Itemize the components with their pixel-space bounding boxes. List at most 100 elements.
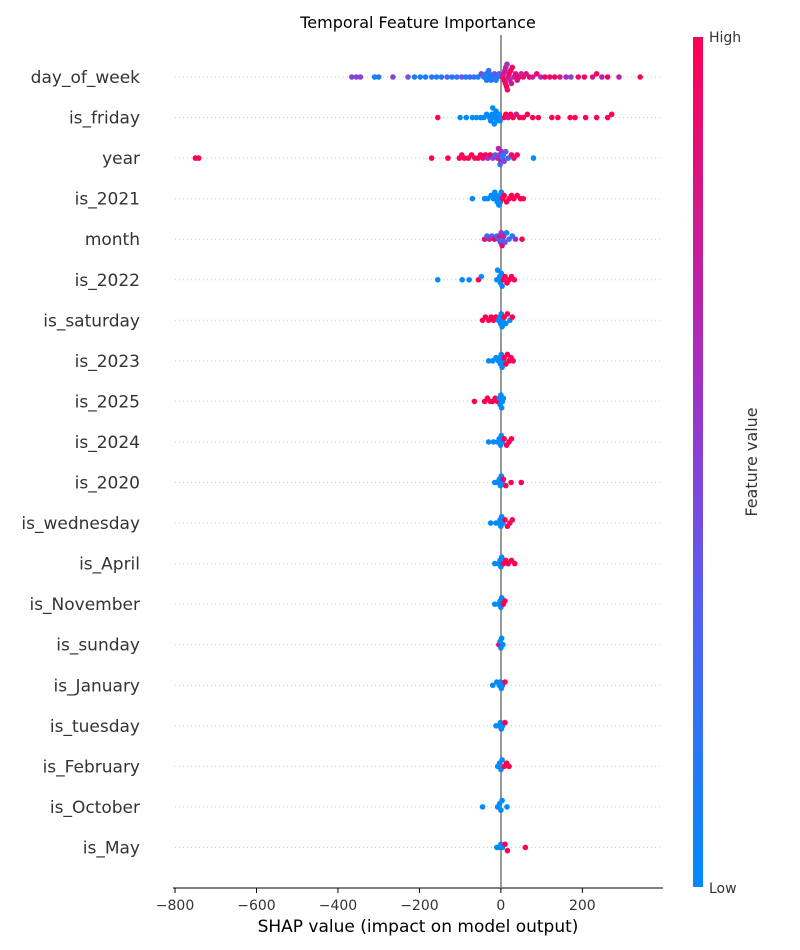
- feature-label: is_2022: [75, 271, 140, 291]
- feature-label: is_saturday: [43, 311, 140, 331]
- shap-point: [519, 236, 525, 242]
- dots: [192, 61, 643, 854]
- x-tick-label: 0: [496, 898, 505, 914]
- x-axis-label: SHAP value (impact on model output): [258, 917, 579, 937]
- shap-point: [502, 320, 509, 327]
- shap-point: [485, 358, 492, 364]
- shap-point: [349, 74, 355, 80]
- x-tick-label: −400: [319, 898, 357, 914]
- shap-point: [520, 195, 527, 202]
- shap-point: [502, 679, 508, 685]
- shap-point: [538, 74, 544, 80]
- shap-point: [497, 161, 503, 168]
- shap-point: [608, 111, 615, 118]
- shap-point: [461, 155, 468, 161]
- feature-label: is_2025: [75, 392, 140, 412]
- shap-point: [498, 807, 504, 813]
- shap-point: [357, 74, 364, 80]
- shap-point: [542, 74, 548, 80]
- shap-point: [499, 757, 505, 763]
- feature-label: is_May: [83, 838, 140, 858]
- feature-label: is_sunday: [56, 636, 140, 656]
- shap-point: [463, 74, 469, 80]
- shap-point: [501, 192, 507, 199]
- shap-point: [502, 719, 508, 726]
- feature-label: is_2021: [75, 190, 140, 210]
- shap-point: [502, 273, 508, 280]
- shap-point: [504, 847, 511, 854]
- shap-point: [551, 74, 558, 80]
- shap-point: [508, 435, 515, 442]
- shap-point: [557, 74, 563, 80]
- colorbar-high-label: High: [709, 30, 741, 46]
- shap-point: [509, 517, 516, 523]
- shap-point: [502, 841, 508, 848]
- shap-point: [469, 114, 476, 121]
- feature-label: is_tuesday: [50, 717, 140, 737]
- shap-point: [504, 351, 511, 358]
- shap-point: [428, 74, 435, 80]
- shap-point: [487, 117, 494, 124]
- shap-point: [500, 395, 507, 402]
- shap-point: [490, 439, 497, 445]
- shap-point: [445, 155, 451, 161]
- shap-point: [522, 844, 529, 851]
- shap-point: [457, 114, 463, 121]
- shap-point: [471, 398, 478, 405]
- shap-point: [495, 145, 502, 152]
- feature-label: is_November: [29, 595, 140, 615]
- shap-point: [434, 114, 441, 121]
- feature-label: is_February: [43, 757, 140, 777]
- shap-point: [593, 114, 600, 121]
- shap-point: [593, 71, 600, 77]
- shap-point: [509, 64, 516, 71]
- shap-point: [483, 77, 490, 83]
- x-tick-label: −800: [156, 898, 194, 914]
- feature-label: is_wednesday: [21, 514, 140, 534]
- colorbar: [693, 37, 703, 887]
- shap-point: [485, 67, 492, 74]
- shap-point: [572, 114, 578, 121]
- shap-point: [499, 797, 505, 804]
- shap-point: [589, 74, 596, 80]
- shap-point: [563, 74, 569, 80]
- shap-point: [195, 155, 202, 161]
- shap-point: [498, 405, 505, 411]
- shap-point: [353, 74, 360, 80]
- feature-label: is_2023: [75, 352, 140, 372]
- shap-point: [444, 74, 450, 80]
- shap-point: [549, 114, 555, 121]
- shap-point: [529, 114, 536, 121]
- shap-point: [512, 236, 519, 242]
- feature-label: is_friday: [69, 109, 140, 129]
- shap-point: [637, 74, 643, 80]
- shap-point: [504, 61, 510, 67]
- shap-point: [467, 74, 473, 80]
- shap-point: [530, 155, 537, 161]
- shap-point: [524, 111, 531, 118]
- shap-point: [581, 74, 588, 80]
- shap-point: [499, 323, 505, 330]
- colorbar-low-label: Low: [709, 881, 737, 897]
- shap-point: [498, 554, 505, 560]
- shap-point: [494, 199, 501, 205]
- chart-title: Temporal Feature Importance: [299, 13, 536, 32]
- feature-label: is_October: [50, 798, 140, 818]
- shap-point: [491, 189, 498, 196]
- shap-point: [434, 276, 441, 283]
- shap-point: [497, 117, 503, 124]
- shap-point: [616, 74, 622, 80]
- shap-point: [567, 114, 573, 121]
- shap-point: [508, 479, 514, 486]
- shap-point: [458, 74, 465, 80]
- shap-point: [502, 517, 508, 523]
- shap-point: [405, 74, 411, 80]
- x-tick-label: 200: [569, 898, 596, 914]
- shap-point: [504, 87, 511, 93]
- shap-point: [487, 520, 494, 526]
- shap-point: [500, 476, 507, 483]
- shap-point: [438, 74, 445, 80]
- feature-label: year: [102, 149, 140, 169]
